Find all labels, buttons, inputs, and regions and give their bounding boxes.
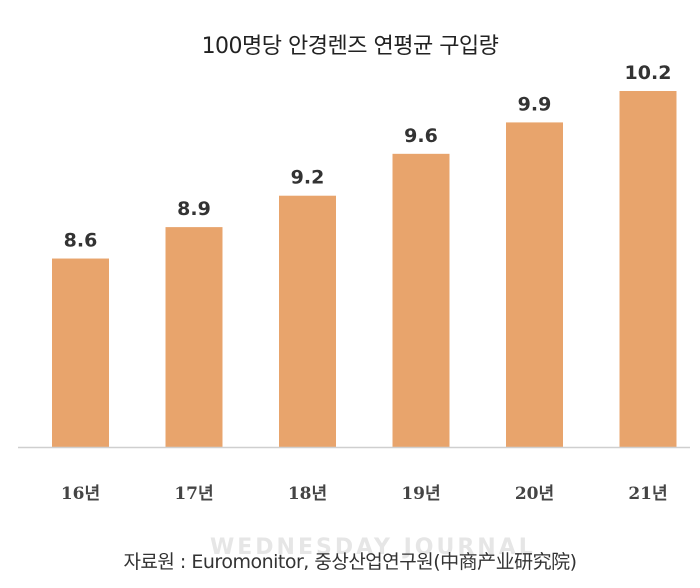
tick-labels-layer: 16년 17년 18년 19년 20년 21년 [61,484,668,504]
bar-17년 [165,227,223,447]
value-label: 10.2 [625,62,672,84]
source-note: 자료원 : Euromonitor, 중상산업연구원(中商产业研究院) [123,551,577,573]
value-labels-layer: 8.6 8.9 9.2 9.6 9.9 10.2 [64,62,672,252]
bar-19년 [392,153,450,447]
chart-title: 100명당 안경렌즈 연평균 구입량 [201,34,499,59]
value-label: 9.9 [518,93,552,115]
value-label: 8.6 [64,230,98,252]
watermark: WEDNESDAY JOURNAL [210,535,536,560]
x-tick-label: 16년 [61,484,100,504]
x-tick-label: 20년 [515,484,554,504]
value-label: 9.6 [404,125,438,147]
bar-20년 [506,122,563,447]
x-tick-label: 21년 [628,484,667,504]
x-tick-label: 18년 [288,484,327,504]
value-label: 8.9 [177,198,211,220]
x-tick-label: 19년 [401,484,440,504]
bars-layer [52,91,677,447]
x-tick-label: 17년 [174,484,213,504]
bar-18년 [279,195,336,447]
value-label: 9.2 [291,167,325,189]
bar-16년 [52,258,109,447]
bar-21년 [619,91,677,447]
